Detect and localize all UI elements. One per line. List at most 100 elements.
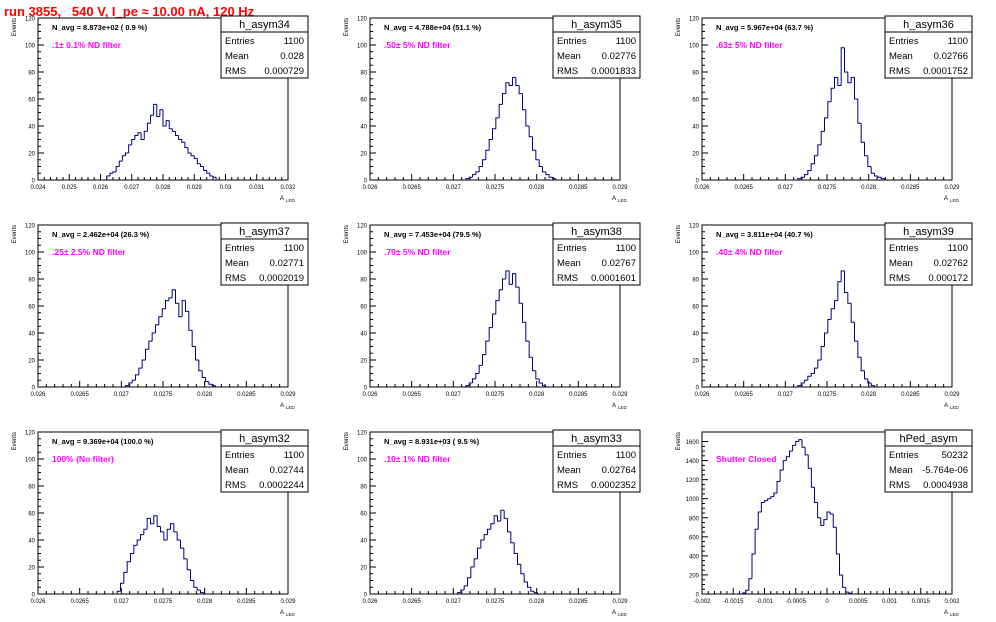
histogram-bin — [126, 561, 131, 573]
histogram-bin — [510, 531, 515, 544]
y-tick-label: 120 — [689, 224, 700, 230]
histogram-bin — [850, 76, 855, 83]
stats-value-entries: 1100 — [616, 36, 636, 47]
histogram-bin — [764, 500, 768, 503]
histogram-bin — [840, 270, 845, 282]
histogram-bin — [205, 377, 209, 383]
histogram-bin — [870, 382, 875, 387]
histogram-bin — [835, 527, 840, 555]
histogram-bin — [515, 77, 520, 86]
stats-label-rms: RMS — [225, 273, 246, 284]
histogram-bin — [482, 159, 486, 167]
navg-label: N_avg = 8.931e+03 ( 9.5 %) — [384, 437, 480, 446]
x-tick-label: 0.028 — [197, 392, 213, 398]
x-axis-title: A — [944, 403, 948, 409]
histogram-bin — [488, 139, 493, 151]
y-tick-label: 80 — [692, 71, 699, 77]
x-tick-label: 0.028 — [155, 185, 171, 191]
histogram-bin — [795, 441, 799, 446]
histogram-bin — [178, 135, 182, 140]
histogram-bin — [538, 159, 543, 167]
histogram-bin — [782, 460, 787, 471]
y-tick-label: 0 — [32, 593, 36, 599]
stats-label-entries: Entries — [889, 243, 919, 254]
x-tick-label: 0.002 — [944, 599, 960, 605]
histogram-bin — [140, 534, 144, 540]
x-tick-label: -0.002 — [693, 599, 711, 605]
histogram-bin — [121, 155, 126, 162]
histogram-bin — [880, 177, 885, 180]
stats-box — [552, 15, 641, 79]
histogram-bin — [128, 144, 132, 153]
y-axis-title: Events — [12, 18, 18, 36]
stats-value-rms: 0.000172 — [928, 273, 968, 284]
histogram-bin — [168, 297, 173, 301]
histogram-panel-h_asym33: 0 20 40 60 80 100 120 0.026 0.0265 0.027 0.0275 0.0… — [344, 429, 641, 617]
x-tick-label: 0.029 — [944, 392, 960, 398]
x-axis-title: A — [612, 610, 616, 616]
x-tick-label: 0.031 — [249, 185, 265, 191]
histogram-bin — [847, 292, 852, 304]
histogram-bin — [807, 170, 812, 175]
histogram-bin — [520, 564, 525, 575]
histogram-bin — [751, 553, 756, 579]
y-tick-label: 0 — [364, 179, 368, 185]
histogram-bin — [528, 341, 533, 358]
x-tick-label: 0.027 — [446, 599, 462, 605]
y-axis-title: Events — [676, 225, 682, 243]
x-tick-label: 0.0275 — [818, 392, 837, 398]
x-axis-title: A — [280, 403, 284, 409]
histogram-bin — [533, 591, 538, 594]
histogram-title: hPed_asym — [899, 433, 957, 445]
histogram-bin — [523, 573, 528, 583]
histogram-bin — [488, 327, 493, 342]
histogram-bin — [457, 592, 461, 594]
histogram-bin — [857, 99, 862, 124]
histogram-bin — [190, 569, 194, 581]
histogram-bin — [146, 517, 151, 530]
y-tick-label: 1200 — [686, 478, 700, 484]
histogram-bin — [181, 300, 186, 317]
histogram-bin — [532, 136, 536, 151]
x-tick-label: 0.027 — [778, 392, 794, 398]
y-tick-label: 100 — [689, 44, 700, 50]
histogram-title: h_asym34 — [239, 19, 290, 31]
histogram-bin — [145, 348, 149, 360]
stats-label-mean: Mean — [557, 465, 581, 476]
histogram-bin — [208, 381, 213, 385]
y-tick-label: 80 — [360, 278, 367, 284]
y-tick-label: 40 — [28, 332, 35, 338]
histogram-bin — [156, 515, 161, 527]
y-tick-label: 100 — [25, 44, 36, 50]
histogram-title: h_asym38 — [571, 226, 622, 238]
histogram-panel-h_asym34: 0 20 40 60 80 100 120 0.024 0.025 0.026 0.027 0.028… — [12, 15, 309, 203]
histogram-bin — [184, 142, 188, 149]
y-axis-title: Events — [344, 225, 350, 243]
histogram-bin — [854, 77, 858, 100]
histogram-bin — [472, 378, 476, 383]
histogram-bin — [475, 171, 480, 175]
histogram-bin — [513, 542, 518, 554]
x-tick-label: 0.0265 — [402, 392, 421, 398]
stats-value-entries: 1100 — [284, 36, 304, 47]
x-tick-label: 0.024 — [30, 185, 46, 191]
histogram-bin — [807, 375, 812, 381]
x-tick-label: 0.032 — [280, 185, 296, 191]
x-axis-title-subscript: LED — [286, 405, 296, 410]
y-tick-label: 60 — [28, 512, 35, 518]
x-axis-title-subscript: LED — [950, 612, 960, 617]
y-tick-label: 0 — [696, 593, 700, 599]
histogram-bin — [178, 303, 183, 318]
x-tick-label: 0.026 — [362, 392, 378, 398]
histogram-bin — [515, 273, 520, 288]
stats-label-entries: Entries — [225, 450, 255, 461]
histogram-bin — [845, 587, 849, 593]
x-tick-label: 0.028 — [529, 599, 545, 605]
y-tick-label: 120 — [689, 17, 700, 23]
histogram-panel-h_asym39: 0 20 40 60 80 100 120 0.026 0.0265 0.027 0.0275 0.0… — [676, 222, 973, 410]
histogram-bin — [798, 439, 802, 442]
histogram-bin — [203, 166, 207, 172]
histogram-bin — [807, 454, 812, 469]
histogram-bin — [120, 582, 124, 592]
histogram-bin — [131, 379, 136, 383]
